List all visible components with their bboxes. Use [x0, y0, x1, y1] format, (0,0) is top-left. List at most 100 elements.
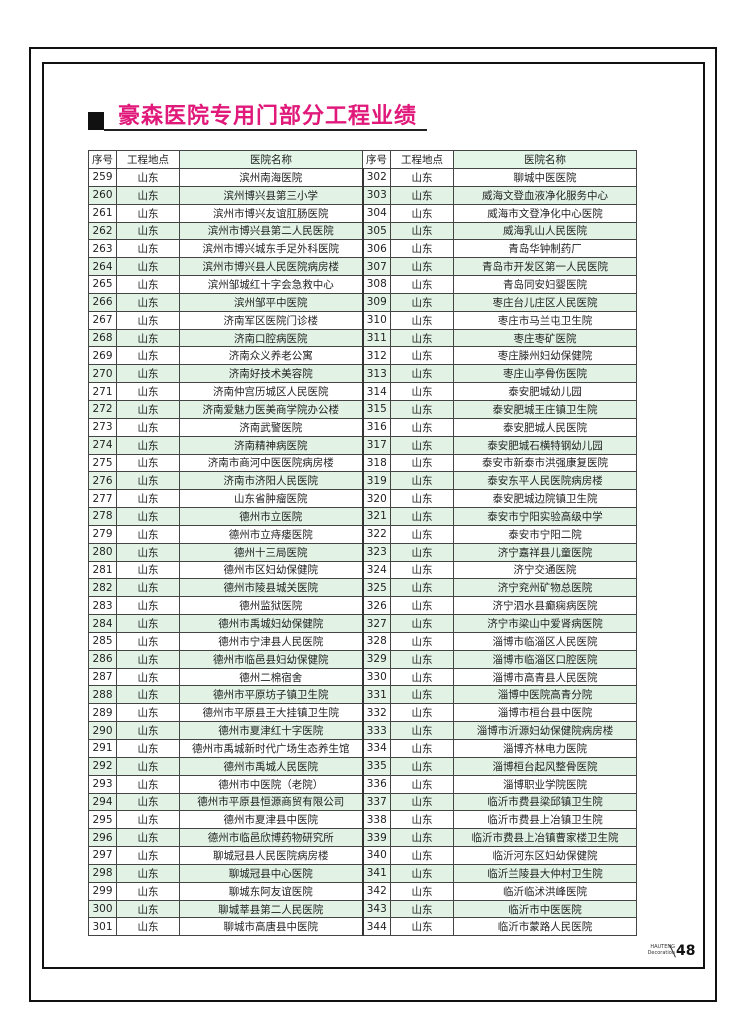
right-row-hospital-name: 枣庄滕州妇幼保健院	[453, 346, 637, 366]
left-row-hospital-name: 德州市夏津县中医院	[179, 810, 364, 830]
projects-table: 序号 工程地点 医院名称 序号 工程地点 医院名称 259 山东 滨州南海医院 302…	[88, 150, 637, 937]
left-row-number: 291	[88, 739, 117, 758]
left-row-hospital-name: 滨州市博兴县人民医院病房楼	[179, 257, 364, 277]
table-row: 299 山东 聊城东阿友谊医院 342 山东 临沂临沭洪峰医院	[88, 881, 637, 901]
right-row-hospital-name: 青岛市开发区第一人民医院	[453, 257, 637, 277]
table-row: 288 山东 德州市平原坊子镇卫生院 331 山东 淄博中医院高青分院	[88, 685, 637, 705]
right-row-location: 山东	[390, 507, 454, 526]
left-row-hospital-name: 德州市平原县恒源商贸有限公司	[179, 792, 364, 812]
left-row-location: 山东	[116, 863, 180, 883]
right-row-number: 310	[362, 310, 391, 330]
left-row-number: 300	[88, 899, 117, 919]
left-row-number: 293	[88, 774, 117, 794]
left-row-hospital-name: 德州市陵县城关医院	[179, 578, 364, 598]
left-row-number: 271	[88, 382, 117, 401]
left-row-number: 301	[88, 917, 117, 937]
outer-frame	[29, 47, 717, 1002]
table-row: 295 山东 德州市夏津县中医院 338 山东 临沂市费县上冶镇卫生院	[88, 810, 637, 830]
left-row-location: 山东	[116, 489, 180, 509]
table-row: 278 山东 德州市立医院 321 山东 泰安市宁阳实验高级中学	[88, 507, 637, 526]
right-row-number: 302	[362, 168, 391, 187]
right-row-location: 山东	[390, 185, 454, 205]
left-row-location: 山东	[116, 275, 180, 294]
left-row-hospital-name: 德州市立痔瘘医院	[179, 524, 364, 544]
left-row-hospital-name: 济南精神病医院	[179, 435, 364, 455]
left-row-hospital-name: 滨州市博兴友谊肛肠医院	[179, 203, 364, 223]
right-row-hospital-name: 泰安肥城王庄镇卫生院	[453, 399, 637, 419]
right-row-location: 山东	[390, 685, 454, 705]
right-row-location: 山东	[390, 560, 454, 580]
left-row-location: 山东	[116, 310, 180, 330]
left-row-hospital-name: 德州十三局医院	[179, 542, 364, 562]
left-row-number: 277	[88, 489, 117, 509]
left-row-location: 山东	[116, 185, 180, 205]
left-row-number: 266	[88, 292, 117, 312]
right-row-hospital-name: 济宁兖州矿物总医院	[453, 578, 637, 598]
left-row-location: 山东	[116, 614, 180, 633]
left-row-number: 278	[88, 507, 117, 526]
header-no: 序号	[88, 150, 117, 169]
right-row-hospital-name: 枣庄枣矿医院	[453, 328, 637, 348]
left-row-hospital-name: 滨州市博兴县第二人民医院	[179, 221, 364, 241]
left-row-number: 284	[88, 614, 117, 633]
right-row-location: 山东	[390, 863, 454, 883]
table-row: 281 山东 德州市区妇幼保健院 324 山东 济宁交通医院	[88, 560, 637, 580]
right-row-location: 山东	[390, 364, 454, 384]
right-row-location: 山东	[390, 774, 454, 794]
right-row-number: 311	[362, 328, 391, 348]
left-row-location: 山东	[116, 203, 180, 223]
left-row-hospital-name: 德州市禹城妇幼保健院	[179, 614, 364, 633]
right-row-location: 山东	[390, 739, 454, 758]
table-row: 284 山东 德州市禹城妇幼保健院 327 山东 济宁市梁山中爱肾病医院	[88, 614, 637, 633]
table-row: 260 山东 滨州博兴县第三小学 303 山东 威海文登血液净化服务中心	[88, 185, 637, 205]
left-row-hospital-name: 德州市平原县王大挂镇卫生院	[179, 703, 364, 723]
left-row-number: 273	[88, 417, 117, 437]
left-row-location: 山东	[116, 328, 180, 348]
left-row-number: 299	[88, 881, 117, 901]
table-row: 289 山东 德州市平原县王大挂镇卫生院 332 山东 淄博市桓台县中医院	[88, 703, 637, 723]
left-row-number: 294	[88, 792, 117, 812]
page-title: 豪森医院专用门部分工程业绩	[118, 104, 418, 129]
right-row-number: 331	[362, 685, 391, 705]
left-row-number: 298	[88, 863, 117, 883]
left-row-number: 288	[88, 685, 117, 705]
right-row-hospital-name: 青岛同安妇婴医院	[453, 275, 637, 294]
left-row-hospital-name: 德州市禹城新时代广场生态养生馆	[179, 739, 364, 758]
table-row: 300 山东 聊城莘县第二人民医院 343 山东 临沂市中医医院	[88, 899, 637, 919]
right-row-location: 山东	[390, 578, 454, 598]
header-hospital: 医院名称	[453, 150, 637, 169]
right-row-hospital-name: 淄博市临淄区人民医院	[453, 631, 637, 651]
title-square-icon	[88, 112, 104, 130]
right-row-number: 321	[362, 507, 391, 526]
left-row-location: 山东	[116, 739, 180, 758]
right-row-hospital-name: 枣庄山亭骨伤医院	[453, 364, 637, 384]
right-row-hospital-name: 临沂临沭洪峰医院	[453, 881, 637, 901]
left-row-number: 285	[88, 631, 117, 651]
right-row-hospital-name: 威海市文登净化中心医院	[453, 203, 637, 223]
right-row-number: 322	[362, 524, 391, 544]
right-row-location: 山东	[390, 649, 454, 669]
right-row-hospital-name: 临沂市费县上冶镇卫生院	[453, 810, 637, 830]
right-row-number: 343	[362, 899, 391, 919]
right-row-hospital-name: 临沂兰陵县大仲村卫生院	[453, 863, 637, 883]
table-row: 277 山东 山东省肿瘤医院 320 山东 泰安肥城边院镇卫生院	[88, 489, 637, 509]
header-hospital: 医院名称	[179, 150, 363, 169]
left-row-hospital-name: 滨州博兴县第三小学	[179, 185, 364, 205]
left-row-location: 山东	[116, 239, 180, 259]
left-row-hospital-name: 德州市禹城人民医院	[179, 756, 364, 776]
right-row-hospital-name: 聊城中医医院	[453, 168, 637, 187]
right-row-number: 333	[362, 721, 391, 740]
left-row-hospital-name: 德州市区妇幼保健院	[179, 560, 364, 580]
table-row: 291 山东 德州市禹城新时代广场生态养生馆 334 山东 淄博齐林电力医院	[88, 739, 637, 758]
left-row-hospital-name: 德州市中医院（老院）	[179, 774, 364, 794]
brand-line2: Decoration	[647, 950, 675, 956]
left-row-location: 山东	[116, 382, 180, 401]
left-row-location: 山东	[116, 364, 180, 384]
left-row-number: 281	[88, 560, 117, 580]
right-row-number: 332	[362, 703, 391, 723]
left-row-location: 山东	[116, 917, 180, 937]
left-row-hospital-name: 德州市立医院	[179, 507, 364, 526]
table-row: 264 山东 滨州市博兴县人民医院病房楼 307 山东 青岛市开发区第一人民医院	[88, 257, 637, 277]
left-row-number: 297	[88, 846, 117, 865]
right-row-hospital-name: 泰安肥城边院镇卫生院	[453, 489, 637, 509]
